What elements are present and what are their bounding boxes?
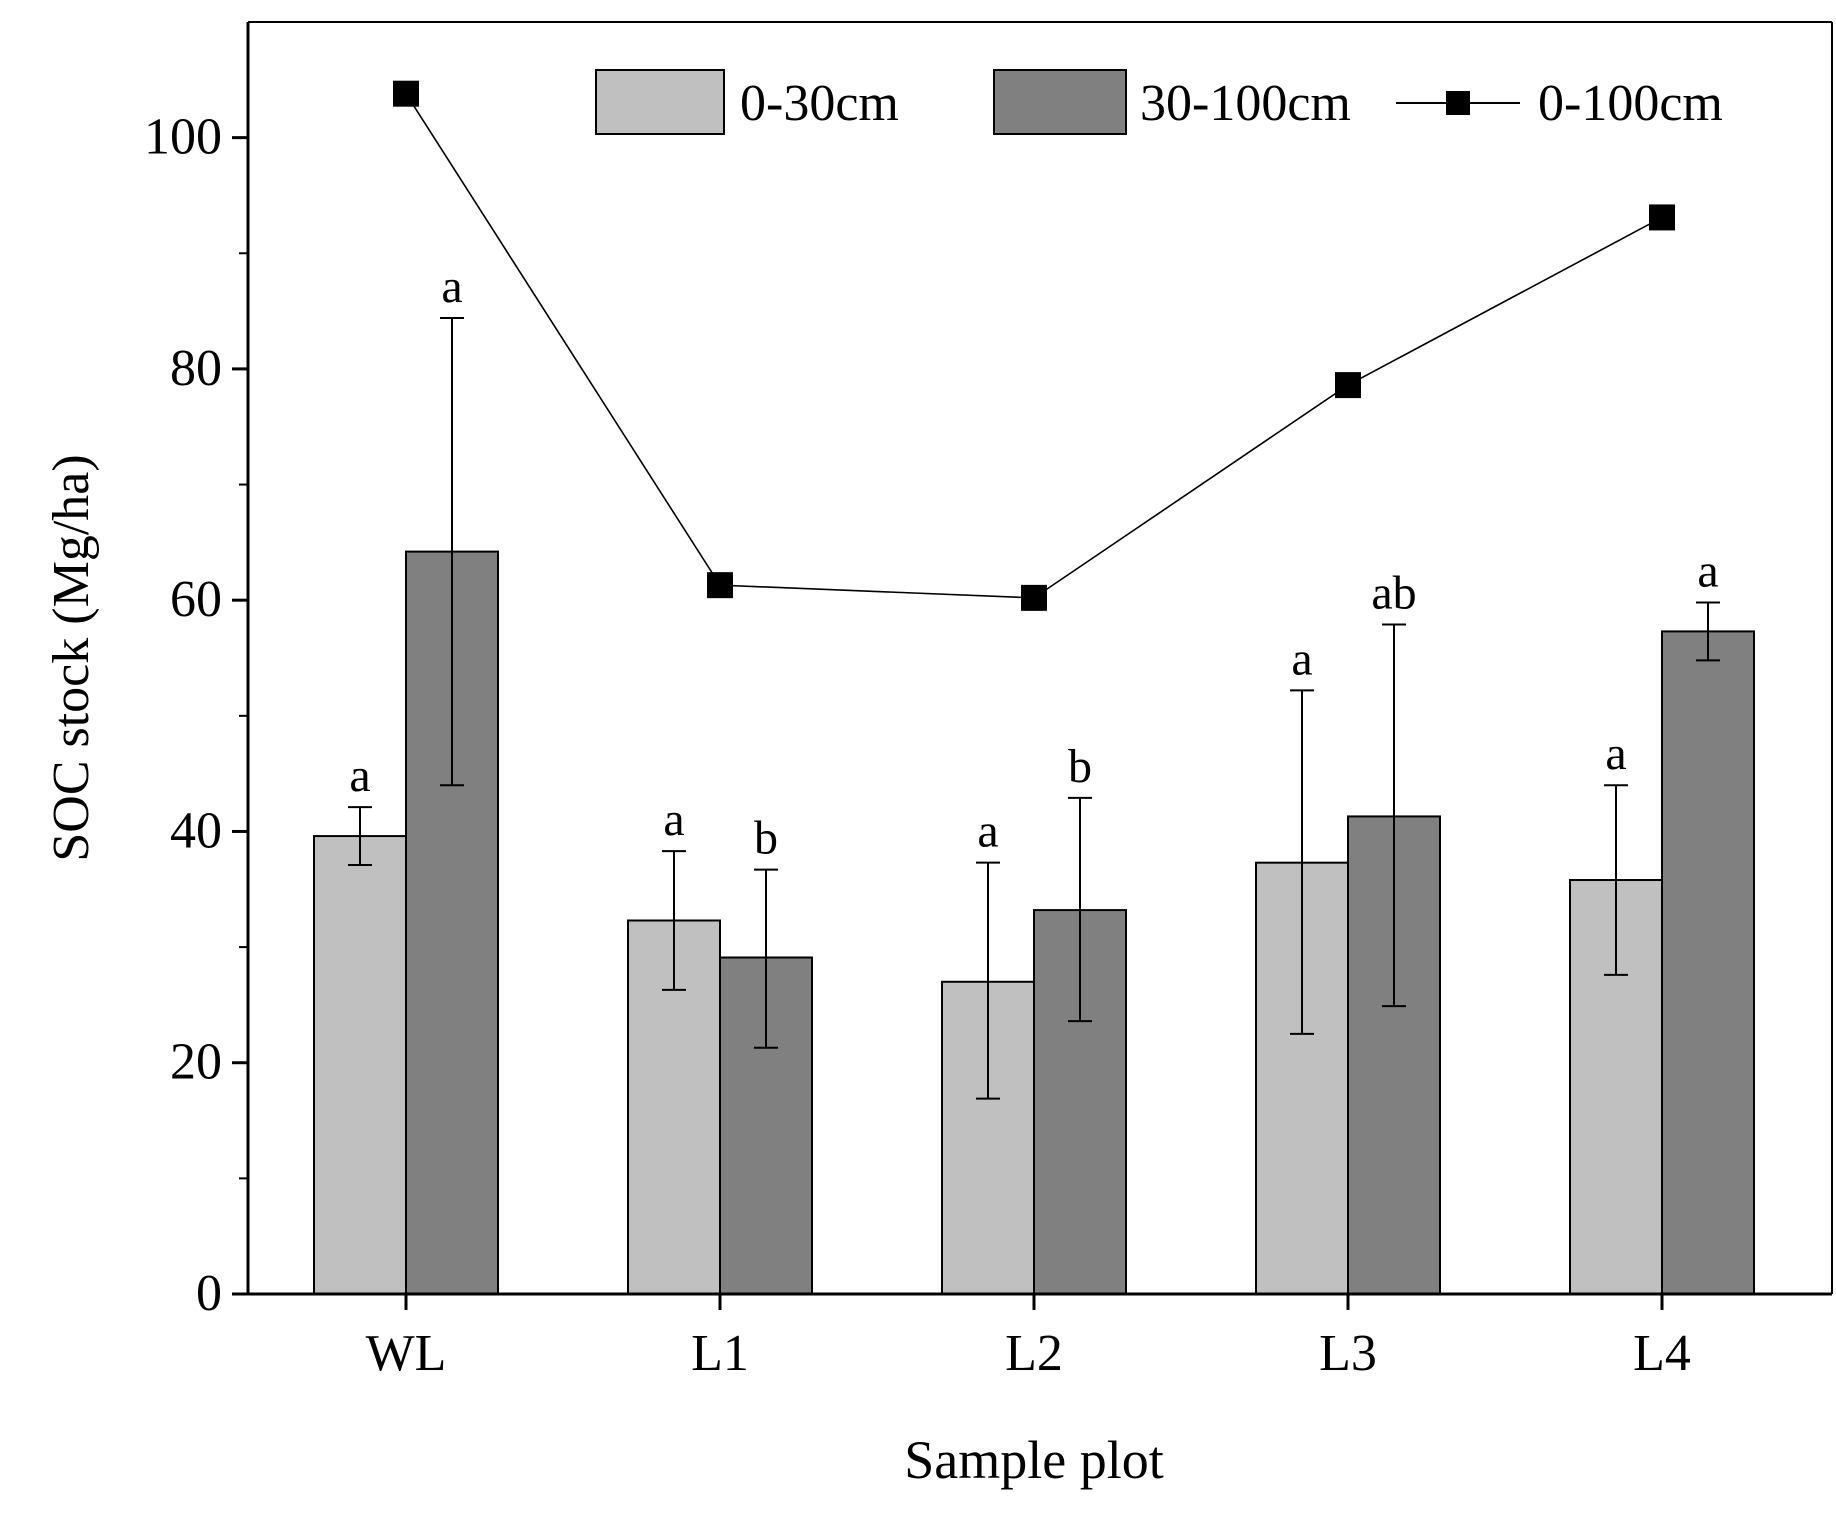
line-0-100cm (405, 93, 1663, 599)
legend-swatch-0-30cm (595, 69, 725, 135)
bar-30-100cm-L4 (1661, 630, 1755, 1295)
bar-0-30cm-WL (313, 835, 407, 1296)
significance-letter-30-100cm-L1: b (754, 812, 778, 865)
y-tick-label-40: 40 (170, 802, 222, 859)
x-axis-label: Sample plot (904, 1430, 1163, 1490)
y-tick-label-100: 100 (144, 109, 222, 166)
marker-0-100cm-L2 (1021, 584, 1047, 611)
significance-letter-30-100cm-L3: ab (1371, 566, 1416, 619)
error-bars-layer (348, 317, 1720, 1100)
legend-label-0-100cm: 0-100cm (1538, 75, 1723, 132)
y-tick-label-80: 80 (170, 340, 222, 397)
legend-label-0-30cm: 0-30cm (740, 75, 899, 132)
significance-letter-30-100cm-WL: a (441, 260, 462, 313)
y-tick-label-60: 60 (170, 571, 222, 628)
x-tick-label-L2: L2 (1005, 1325, 1063, 1382)
significance-letter-0-30cm-L1: a (663, 793, 684, 846)
marker-0-100cm-L1 (707, 572, 733, 599)
significance-letter-0-30cm-L3: a (1291, 632, 1312, 685)
marker-0-100cm-L3 (1335, 372, 1361, 399)
y-tick-label-0: 0 (196, 1265, 222, 1322)
x-tick-label-L4: L4 (1633, 1325, 1691, 1382)
significance-letter-30-100cm-L2: b (1068, 740, 1092, 793)
x-tick-label-WL: WL (366, 1325, 447, 1382)
significance-letter-0-30cm-L4: a (1605, 727, 1626, 780)
significance-letter-30-100cm-L4: a (1697, 544, 1718, 597)
significance-letter-0-30cm-WL: a (349, 749, 370, 802)
legend-label-30-100cm: 30-100cm (1140, 75, 1351, 132)
x-tick-label-L3: L3 (1319, 1325, 1377, 1382)
y-tick-label-20: 20 (170, 1034, 222, 1091)
legend-marker-0-100cm (1446, 91, 1470, 115)
x-tick-label-L1: L1 (691, 1325, 749, 1382)
total-line-layer (393, 80, 1675, 611)
marker-0-100cm-WL (393, 80, 419, 107)
legend: 0-30cm 30-100cm 0-100cm (595, 69, 1723, 135)
bars-layer (313, 550, 1755, 1296)
marker-0-100cm-L4 (1649, 204, 1675, 231)
legend-swatch-30-100cm (993, 69, 1127, 135)
significance-letter-0-30cm-L2: a (977, 805, 998, 858)
axes-layer: 0 20 40 60 80 100 WL L1 L2 L3 L4 (144, 21, 1833, 1382)
y-axis-label: SOC stock (Mg/ha) (43, 454, 100, 861)
